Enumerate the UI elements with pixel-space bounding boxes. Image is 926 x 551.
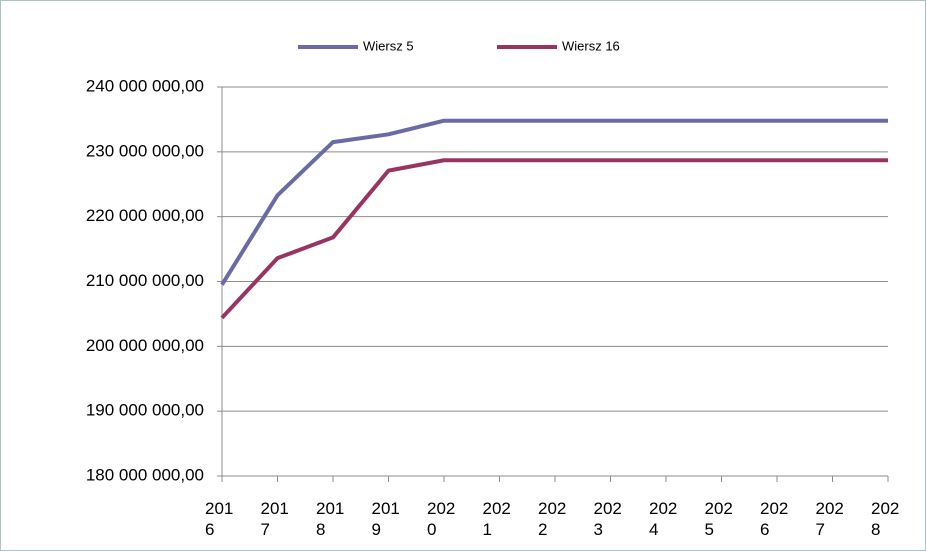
x-tick-label: 2021 [482, 499, 511, 539]
y-tick-label: 210 000 000,00 [86, 271, 204, 290]
x-tick-label: 2023 [593, 499, 622, 539]
x-tick-label: 2016 [205, 499, 234, 539]
x-tick-label: 2027 [815, 499, 844, 539]
y-tick-label: 240 000 000,00 [86, 76, 204, 95]
x-tick-label: 2028 [871, 499, 900, 539]
legend-label: Wiersz 16 [562, 38, 620, 53]
x-tick-label: 2019 [371, 499, 400, 539]
x-tick-label: 2024 [649, 499, 678, 539]
x-tick-label: 2026 [760, 499, 789, 539]
x-tick-label: 2017 [260, 499, 289, 539]
y-tick-label: 190 000 000,00 [86, 401, 204, 420]
x-tick-label: 2025 [704, 499, 733, 539]
x-tick-label: 2020 [427, 499, 456, 539]
y-tick-label: 200 000 000,00 [86, 336, 204, 355]
x-tick-label: 2018 [316, 499, 345, 539]
y-tick-label: 230 000 000,00 [86, 141, 204, 160]
series-line [220, 118, 888, 286]
series-line [220, 158, 888, 320]
y-tick-label: 180 000 000,00 [86, 465, 204, 484]
y-tick-label: 220 000 000,00 [86, 206, 204, 225]
x-tick-label: 2022 [538, 499, 567, 539]
legend-label: Wiersz 5 [363, 38, 414, 53]
